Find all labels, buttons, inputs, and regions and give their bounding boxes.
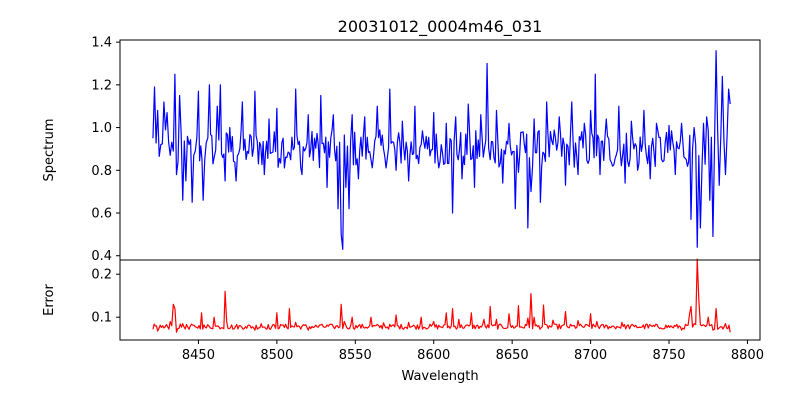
spectrum-y-tick-label: 0.6 <box>91 207 112 222</box>
chart-title: 20031012_0004m46_031 <box>338 17 543 37</box>
spectrum-y-tick-label: 1.4 <box>91 36 112 51</box>
error-y-tick-label: 0.1 <box>91 311 112 326</box>
error-panel: 0.1 0.2 Error <box>42 258 761 341</box>
x-tick-label: 8600 <box>417 348 450 363</box>
spectrum-y-tick-label: 0.4 <box>91 249 112 264</box>
x-axis: 8450 8500 8550 8600 8650 8700 8750 8800 <box>182 340 764 363</box>
x-tick-label: 8450 <box>182 348 215 363</box>
x-tick-label: 8500 <box>260 348 293 363</box>
spectrum-series-line <box>152 50 731 250</box>
error-y-axis-label: Error <box>42 284 57 316</box>
spectrum-y-tick-label: 1.2 <box>91 78 112 93</box>
error-series-line <box>152 258 731 333</box>
x-tick-label: 8750 <box>652 348 685 363</box>
error-axes-frame <box>119 259 761 341</box>
spectrum-panel: 0.4 0.6 0.8 1.0 1.2 1.4 Spectrum <box>42 36 761 264</box>
spectrum-y-axis: 0.4 0.6 0.8 1.0 1.2 1.4 <box>91 36 120 264</box>
spectrum-y-tick-label: 1.0 <box>91 121 112 136</box>
spectrum-y-tick-label: 0.8 <box>91 164 112 179</box>
spectrum-y-axis-label: Spectrum <box>42 119 57 182</box>
error-y-tick-label: 0.2 <box>91 268 112 283</box>
x-tick-label: 8800 <box>731 348 764 363</box>
x-tick-label: 8550 <box>339 348 372 363</box>
x-tick-label: 8700 <box>574 348 607 363</box>
error-y-axis: 0.1 0.2 <box>91 268 120 326</box>
x-tick-label: 8650 <box>496 348 529 363</box>
x-axis-label: Wavelength <box>401 369 478 384</box>
